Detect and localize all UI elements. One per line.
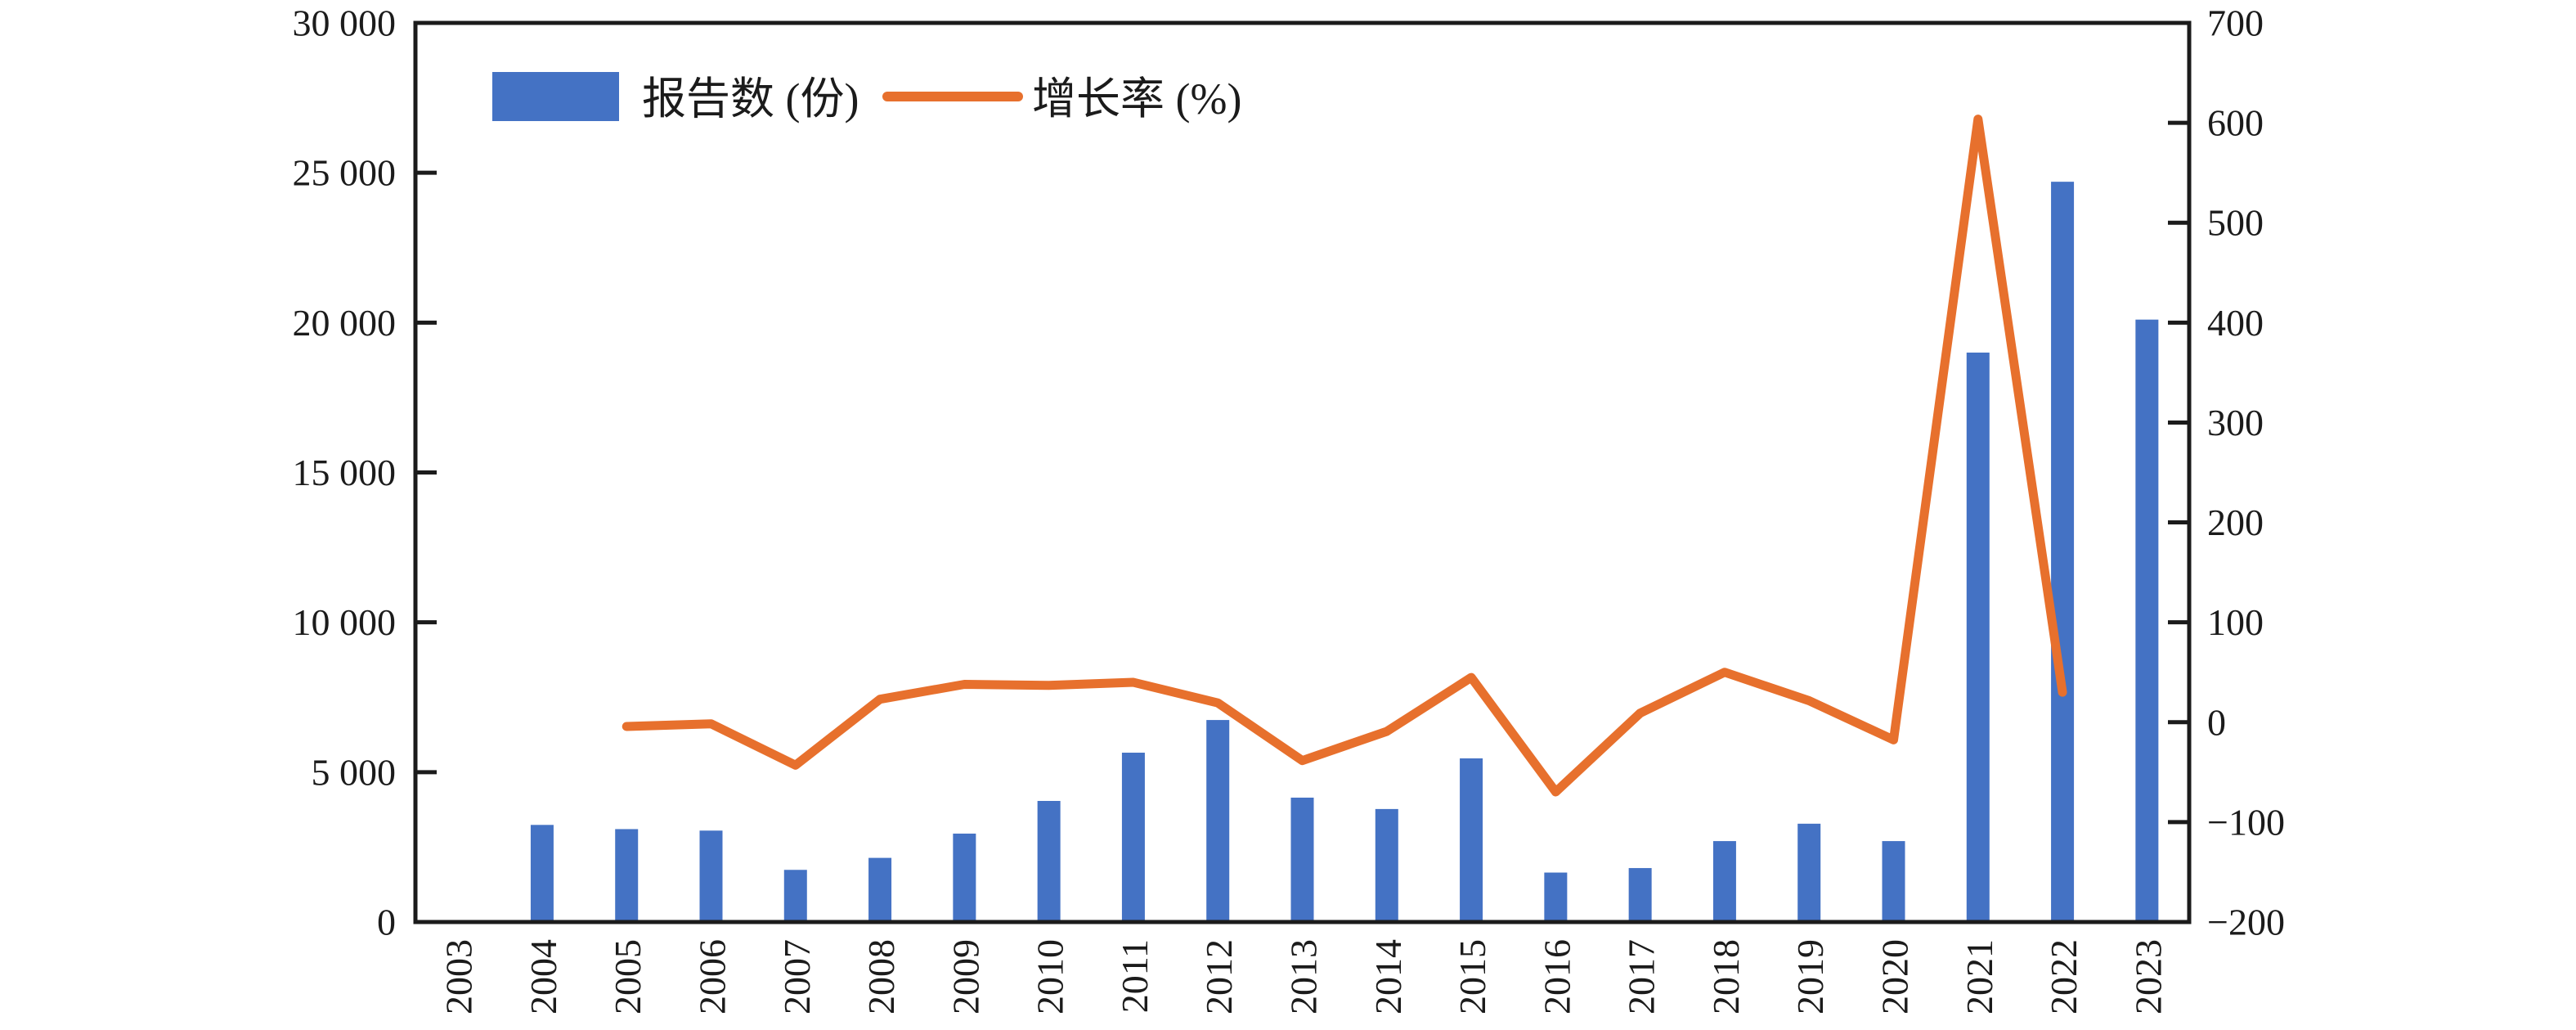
bar-2022 <box>2051 182 2075 922</box>
right-tick-label: 600 <box>2207 102 2264 144</box>
bar-2014 <box>1375 808 1398 922</box>
x-axis-labels: 2003 2004 2005 2006 2007 2008 2009 2010 2011 2012… <box>438 939 2170 1014</box>
left-tick-label: 10 000 <box>293 601 397 643</box>
growth-line <box>622 115 2067 797</box>
year-label-2014: 2014 <box>1367 939 1409 1014</box>
bar-2012 <box>1206 720 1230 922</box>
bar-2013 <box>1290 797 1314 922</box>
year-label-2017: 2017 <box>1621 939 1663 1014</box>
right-axis-ticks: −200 −100 0 100 200 300 400 500 600 700 <box>2168 2 2285 943</box>
bar-2015 <box>1460 758 1483 922</box>
right-tick-label: 700 <box>2207 2 2264 44</box>
bar-2009 <box>953 833 976 922</box>
left-tick-label: 30 000 <box>293 2 397 44</box>
year-label-2006: 2006 <box>692 939 734 1014</box>
legend-line-label: 增长率 (%) <box>1032 74 1241 124</box>
bar-2010 <box>1037 801 1061 922</box>
year-label-2005: 2005 <box>607 939 648 1014</box>
right-tick-label: 200 <box>2207 502 2264 543</box>
right-tick-label: 500 <box>2207 202 2264 244</box>
legend-bar-label: 报告数 (份) <box>642 74 859 124</box>
bar-2017 <box>1628 868 1652 922</box>
bar-2007 <box>783 870 807 922</box>
bar-2018 <box>1712 841 1736 922</box>
bar-series <box>530 182 2159 922</box>
year-label-2013: 2013 <box>1283 939 1325 1014</box>
bar-2004 <box>530 825 554 922</box>
left-tick-label: 15 000 <box>293 452 397 493</box>
bar-2021 <box>1966 352 1990 922</box>
year-label-2022: 2022 <box>2043 939 2085 1014</box>
year-label-2003: 2003 <box>438 939 480 1014</box>
bar-2005 <box>615 829 639 922</box>
right-tick-label: 100 <box>2207 601 2264 643</box>
year-label-2019: 2019 <box>1789 939 1831 1014</box>
bar-2023 <box>2135 319 2159 922</box>
year-label-2021: 2021 <box>1959 939 2000 1014</box>
right-tick-label: 400 <box>2207 302 2264 344</box>
right-tick-label: −100 <box>2207 801 2285 843</box>
line-series <box>622 115 2067 797</box>
bar-2006 <box>699 830 723 922</box>
bar-2016 <box>1544 872 1568 922</box>
left-tick-label: 0 <box>377 902 396 943</box>
year-label-2010: 2010 <box>1030 939 1071 1014</box>
left-tick-label: 20 000 <box>293 302 397 344</box>
right-tick-label: 0 <box>2207 701 2226 743</box>
year-label-2009: 2009 <box>945 939 986 1014</box>
right-tick-label: −200 <box>2207 902 2285 943</box>
bar-2008 <box>868 857 892 922</box>
bar-2020 <box>1882 841 1905 922</box>
bar-2019 <box>1797 823 1821 922</box>
left-tick-label: 25 000 <box>293 152 397 194</box>
plot-frame <box>413 20 2192 924</box>
year-label-2016: 2016 <box>1536 939 1577 1014</box>
year-label-2015: 2015 <box>1452 939 1493 1014</box>
year-label-2020: 2020 <box>1874 939 1916 1014</box>
year-label-2023: 2023 <box>2127 939 2169 1014</box>
year-label-2008: 2008 <box>860 939 902 1014</box>
year-label-2012: 2012 <box>1198 939 1240 1014</box>
legend: 报告数 (份) 增长率 (%) <box>492 72 1241 124</box>
year-label-2018: 2018 <box>1705 939 1747 1014</box>
year-label-2007: 2007 <box>776 939 818 1014</box>
year-label-2004: 2004 <box>523 939 564 1014</box>
year-label-2011: 2011 <box>1114 939 1156 1013</box>
right-tick-label: 300 <box>2207 402 2264 443</box>
left-tick-label: 5 000 <box>312 751 397 793</box>
legend-bar-swatch <box>492 72 619 121</box>
bar-2011 <box>1121 753 1145 922</box>
